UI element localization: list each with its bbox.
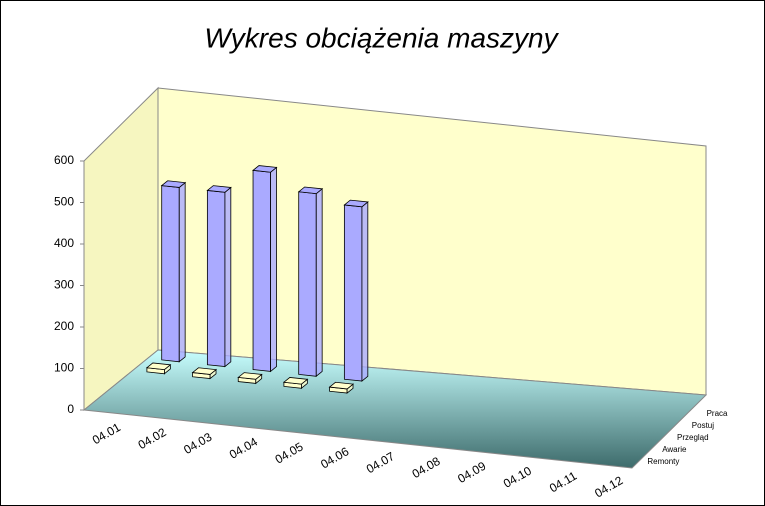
bar-top [297, 186, 324, 195]
bar [237, 372, 263, 385]
legend-label: Remonty [647, 457, 679, 466]
bar [343, 199, 369, 382]
legend-label: Postuj [692, 421, 714, 430]
bar [252, 165, 278, 373]
legend-label: Przegląd [677, 433, 709, 442]
bar [191, 367, 218, 380]
bar-top [191, 367, 218, 375]
y-tick-label: 400 [54, 236, 74, 250]
bar-top [252, 165, 278, 173]
legend-label: Awarie [662, 445, 687, 454]
bar-top [145, 362, 172, 371]
bar-side [361, 201, 369, 382]
y-tick-label: 0 [67, 402, 74, 416]
y-tick-label: 300 [54, 278, 74, 292]
bar [160, 180, 187, 363]
y-tick-label: 500 [54, 195, 74, 209]
bar [145, 362, 172, 375]
bar-top [343, 199, 369, 208]
bar-side [315, 188, 323, 378]
bar-side [270, 166, 277, 373]
bar [282, 377, 309, 390]
bar-front [343, 204, 363, 382]
bar-side [224, 186, 232, 368]
bar-top [328, 381, 355, 390]
legend-label: Praca [707, 409, 728, 418]
bar-top [282, 377, 309, 385]
y-tick-label: 600 [54, 153, 74, 167]
bar-top [206, 185, 232, 193]
bar-top [237, 372, 263, 380]
bar-front [206, 189, 226, 368]
bar [297, 186, 324, 378]
bar [328, 381, 355, 394]
bar [206, 185, 232, 368]
bar-front [252, 169, 271, 372]
chart-title: Wykres obciążenia maszyny [204, 22, 559, 53]
y-tick-label: 200 [54, 319, 74, 333]
y-tick-label: 100 [54, 361, 74, 375]
bar-side [178, 181, 186, 363]
bar-front [161, 185, 180, 363]
bar-front [298, 191, 317, 377]
bar-top [160, 180, 187, 188]
